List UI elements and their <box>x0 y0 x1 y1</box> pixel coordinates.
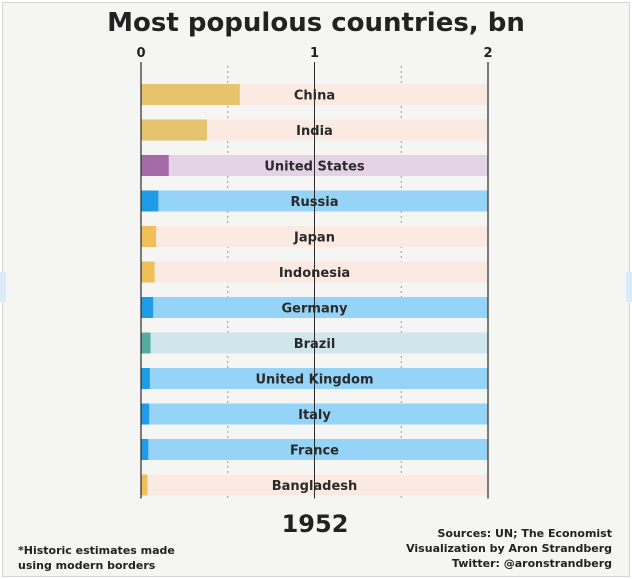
x-tick-label-0: 0 <box>136 46 145 61</box>
bar-1 <box>141 119 207 141</box>
bar-11 <box>141 474 148 496</box>
bar-0 <box>141 84 240 105</box>
x-tick-label-2: 2 <box>483 46 492 61</box>
bar-9 <box>141 403 150 425</box>
sources-line-2: Visualization by Aron Strandberg <box>406 542 612 555</box>
bar-4 <box>141 226 157 247</box>
bar-6 <box>141 297 154 318</box>
sources-line-1: Sources: UN; The Economist <box>437 527 612 540</box>
axis-layer: 0 1 2 <box>136 46 493 499</box>
footnote-line-1: *Historic estimates made <box>18 544 175 557</box>
sources: Sources: UN; The Economist Visualization… <box>406 526 612 571</box>
bar-2 <box>141 155 169 176</box>
bar-8 <box>141 368 150 389</box>
bar-3 <box>141 190 159 212</box>
bar-10 <box>141 439 149 460</box>
bar-5 <box>141 261 155 283</box>
bar-7 <box>141 332 151 354</box>
year-label: 1952 <box>281 510 349 538</box>
x-tick-label-1: 1 <box>310 46 319 61</box>
right-edge-strip <box>626 272 632 302</box>
left-edge-strip <box>0 272 6 302</box>
sources-line-3: Twitter: @aronstrandberg <box>451 557 612 570</box>
footnote: *Historic estimates made using modern bo… <box>18 543 175 573</box>
footnote-line-2: using modern borders <box>18 559 156 572</box>
chart-title: Most populous countries, bn <box>107 8 525 38</box>
